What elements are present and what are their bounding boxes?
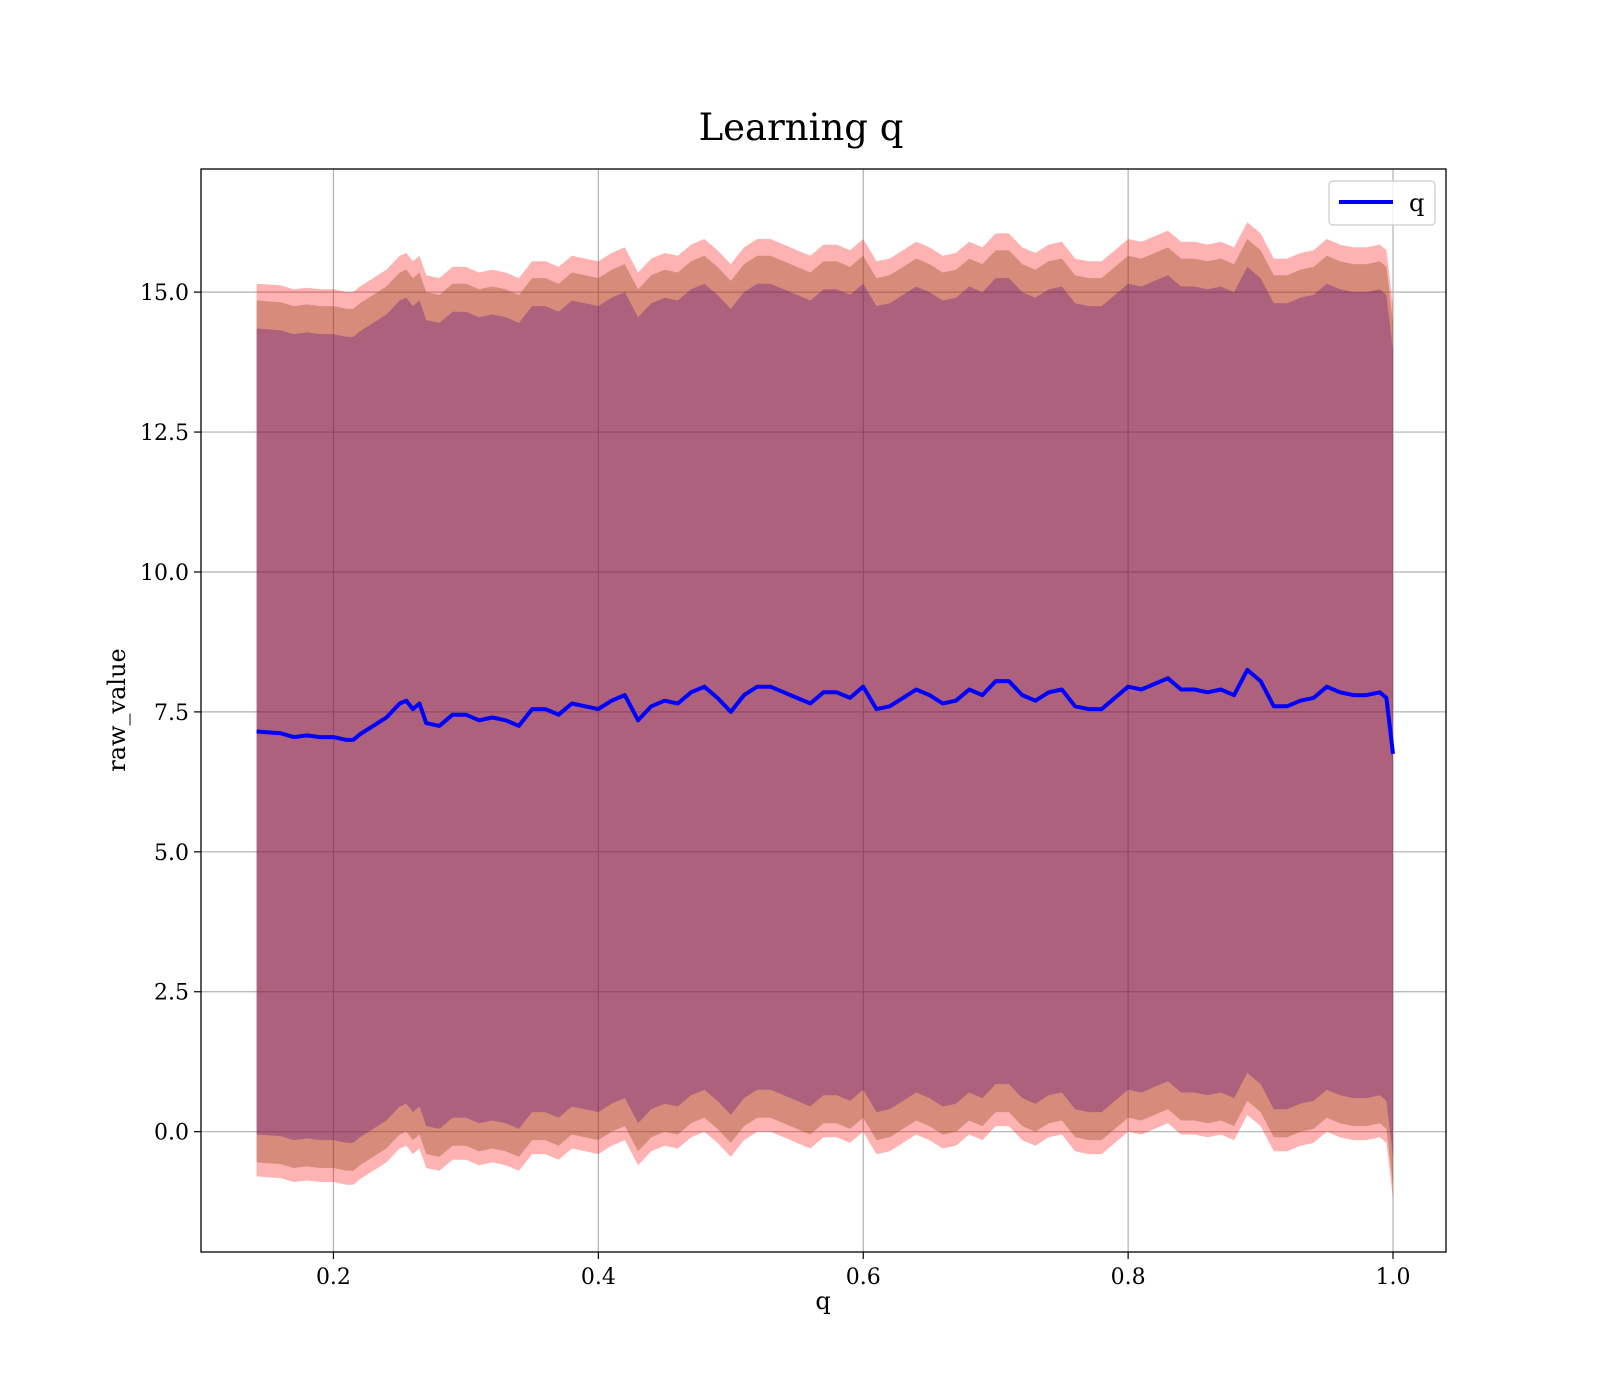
x-tick-label: 0.4 <box>581 1265 616 1290</box>
y-tick-label: 7.5 <box>154 701 189 726</box>
legend: q <box>1329 181 1435 225</box>
y-tick-label: 12.5 <box>140 421 189 446</box>
y-tick-label: 15.0 <box>140 281 189 306</box>
y-tick-label: 5.0 <box>154 841 189 866</box>
y-axis-label: raw_value <box>103 648 131 772</box>
y-tick-label: 2.5 <box>154 981 189 1006</box>
y-tick-label: 10.0 <box>140 561 189 586</box>
x-tick-label: 0.6 <box>846 1265 881 1290</box>
chart-title: Learning q <box>699 106 904 149</box>
confidence-bands <box>257 222 1393 1199</box>
x-tick-label: 0.2 <box>316 1265 351 1290</box>
x-axis-label: q <box>815 1287 830 1315</box>
chart: Learning q 0.2 0.4 0.6 0.8 1.0 0.0 2.5 5.0 7.5 10… <box>0 0 1600 1400</box>
x-tick-label: 0.8 <box>1111 1265 1146 1290</box>
confidence-band <box>257 267 1393 1157</box>
x-tick-label: 1.0 <box>1376 1265 1411 1290</box>
y-tick-label: 0.0 <box>154 1121 189 1146</box>
legend-label-q: q <box>1409 189 1424 217</box>
